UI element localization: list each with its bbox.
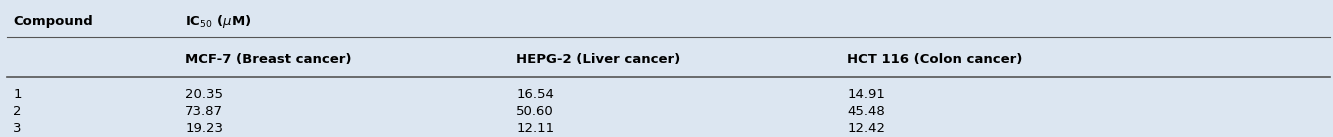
Text: IC$_{50}$ ($\mu$M): IC$_{50}$ ($\mu$M) [185, 13, 252, 30]
Text: 45.48: 45.48 [848, 105, 885, 118]
Text: 16.54: 16.54 [516, 88, 555, 101]
Text: HCT 116 (Colon cancer): HCT 116 (Colon cancer) [848, 53, 1022, 66]
Text: 19.23: 19.23 [185, 122, 224, 135]
Text: 50.60: 50.60 [516, 105, 555, 118]
Text: 1: 1 [13, 88, 21, 101]
Text: 12.11: 12.11 [516, 122, 555, 135]
Text: 12.42: 12.42 [848, 122, 885, 135]
Text: 73.87: 73.87 [185, 105, 224, 118]
Text: 2: 2 [13, 105, 21, 118]
Text: Compound: Compound [13, 15, 93, 28]
Text: 14.91: 14.91 [848, 88, 885, 101]
Text: MCF-7 (Breast cancer): MCF-7 (Breast cancer) [185, 53, 352, 66]
Text: HEPG-2 (Liver cancer): HEPG-2 (Liver cancer) [516, 53, 681, 66]
Text: 3: 3 [13, 122, 21, 135]
Text: 20.35: 20.35 [185, 88, 224, 101]
